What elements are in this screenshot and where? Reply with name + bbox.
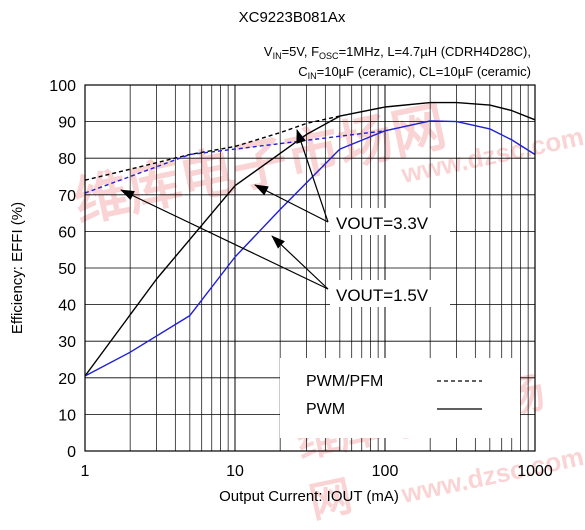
legend-box bbox=[280, 358, 520, 438]
annotation-vout15-arrow-pfm bbox=[120, 189, 329, 290]
annotation-vout15-label: VOUT=1.5V bbox=[336, 286, 429, 305]
x-tick-label-10: 10 bbox=[226, 463, 244, 480]
y-tick-label-80: 80 bbox=[58, 151, 76, 168]
y-tick-label-50: 50 bbox=[58, 261, 76, 278]
annotation-vout33-label: VOUT=3.3V bbox=[336, 214, 429, 233]
plot-frame bbox=[84, 84, 536, 452]
efficiency-chart: XC9223B081Ax VIN=5V, FOSC=1MHz, L=4.7µH … bbox=[9, 9, 553, 505]
y-tick-label-20: 20 bbox=[58, 371, 76, 388]
series-line-vout33-pwm bbox=[84, 101, 536, 377]
y-tick-label-0: 0 bbox=[67, 444, 76, 461]
x-tick-label-100: 100 bbox=[372, 463, 399, 480]
annotation-vout15: VOUT=1.5V bbox=[120, 189, 450, 307]
chart-title: XC9223B081Ax bbox=[239, 9, 346, 26]
y-tick-label-10: 10 bbox=[58, 407, 76, 424]
annotation-vout15-bg bbox=[330, 280, 450, 307]
y-tick-label-60: 60 bbox=[58, 224, 76, 241]
y-tick-label-70: 70 bbox=[58, 188, 76, 205]
annotation-vout15-arrow-pwm bbox=[271, 235, 329, 290]
y-tick-label-100: 100 bbox=[49, 78, 76, 95]
legend: PWM/PFM PWM bbox=[280, 358, 520, 438]
series-line-vout15-pfm bbox=[84, 130, 386, 194]
annotation-vout33-bg bbox=[330, 208, 450, 235]
series-line-vout33-pfm bbox=[84, 115, 340, 181]
x-axis-label: Output Current: IOUT (mA) bbox=[219, 488, 399, 505]
legend-label-pwm: PWM bbox=[306, 401, 345, 418]
y-tick-label-90: 90 bbox=[58, 115, 76, 132]
legend-label-pwm-pfm: PWM/PFM bbox=[306, 373, 383, 390]
x-tick-label-1000: 1000 bbox=[517, 463, 553, 480]
data-series bbox=[84, 101, 536, 377]
y-axis-label: Efficiency: EFFI (%) bbox=[9, 202, 26, 334]
conditions-line-2: CIN=10µF (ceramic), CL=10µF (ceramic) bbox=[298, 64, 531, 81]
series-line-vout15-pwm bbox=[84, 120, 536, 377]
y-tick-label-30: 30 bbox=[58, 334, 76, 351]
x-tick-label-1: 1 bbox=[81, 463, 90, 480]
annotation-vout33-arrow-pwm bbox=[254, 184, 329, 223]
conditions-line-1: VIN=5V, FOSC=1MHz, L=4.7µH (CDRH4D28C), bbox=[264, 44, 531, 61]
annotation-vout33: VOUT=3.3V bbox=[254, 129, 450, 235]
y-tick-label-40: 40 bbox=[58, 298, 76, 315]
annotation-vout33-arrow-pfm bbox=[296, 129, 329, 223]
